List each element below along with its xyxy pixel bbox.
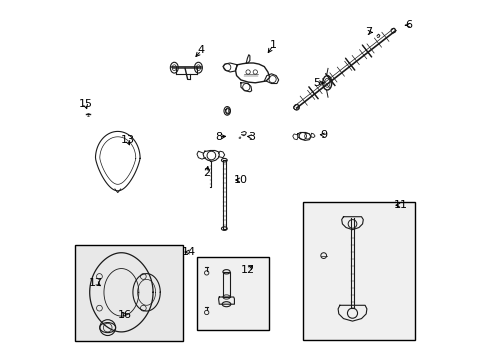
Text: 2: 2 bbox=[203, 168, 210, 178]
Text: 14: 14 bbox=[181, 247, 195, 257]
Bar bbox=[302, 202, 414, 340]
Text: 6: 6 bbox=[404, 20, 411, 30]
Text: 11: 11 bbox=[393, 200, 407, 210]
Text: 4: 4 bbox=[197, 45, 204, 55]
Text: 8: 8 bbox=[215, 132, 223, 142]
Bar bbox=[197, 257, 268, 330]
Text: 9: 9 bbox=[320, 130, 326, 140]
Bar bbox=[75, 245, 183, 341]
Text: 1: 1 bbox=[269, 40, 276, 50]
Text: 15: 15 bbox=[78, 99, 92, 109]
Text: 12: 12 bbox=[241, 265, 255, 275]
Text: 5: 5 bbox=[312, 78, 319, 88]
Text: 7: 7 bbox=[365, 27, 371, 37]
Text: 13: 13 bbox=[120, 135, 134, 145]
Bar bbox=[197, 257, 268, 330]
Bar bbox=[75, 245, 183, 341]
Text: 10: 10 bbox=[233, 175, 247, 185]
Text: 17: 17 bbox=[89, 278, 103, 288]
Text: 16: 16 bbox=[118, 310, 132, 320]
Text: 3: 3 bbox=[248, 132, 255, 142]
Bar bbox=[302, 202, 414, 340]
